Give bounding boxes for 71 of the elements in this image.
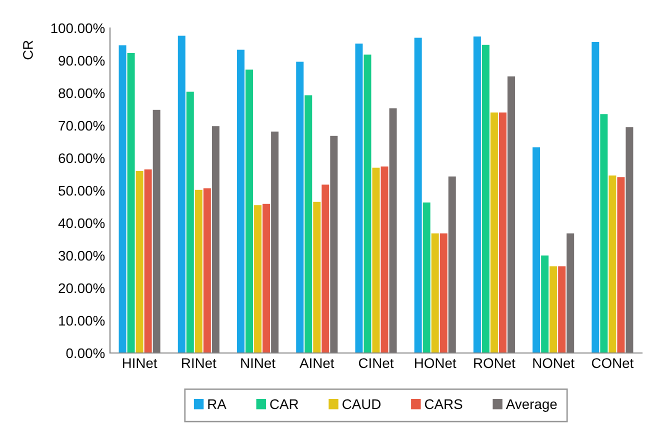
bar — [194, 190, 202, 353]
y-tick-label: 90.00% — [58, 56, 105, 66]
x-tick-label: HINet — [122, 358, 158, 368]
bar — [322, 184, 330, 353]
bar — [380, 166, 388, 353]
bar — [364, 54, 372, 353]
bar — [389, 108, 397, 353]
bar — [203, 188, 211, 353]
legend-label: CAR — [270, 399, 298, 410]
bar — [330, 136, 338, 353]
bar — [118, 45, 126, 353]
bar — [304, 95, 312, 353]
y-tick-label: 80.00% — [58, 88, 105, 98]
bar — [558, 266, 566, 353]
bar — [414, 38, 422, 353]
bar — [566, 233, 574, 353]
bar — [178, 36, 186, 353]
y-tick-label: 50.00% — [58, 186, 105, 196]
y-tick-label: 20.00% — [58, 283, 105, 294]
bar — [626, 127, 634, 353]
bar — [152, 110, 160, 353]
x-tick-label: RINet — [182, 358, 216, 368]
bar — [313, 202, 321, 353]
x-tick-label: CINet — [358, 358, 394, 368]
bar — [592, 42, 600, 353]
bar — [127, 53, 135, 353]
bar — [541, 256, 549, 353]
x-tick-label: HONet — [415, 358, 456, 368]
bar — [498, 112, 506, 353]
bar — [246, 70, 254, 353]
bar — [617, 177, 625, 353]
legend-label: RA — [208, 399, 226, 409]
bar — [490, 112, 498, 353]
y-axis-title: CR — [23, 40, 33, 60]
bar — [186, 92, 194, 353]
bar — [136, 171, 144, 353]
bar — [237, 50, 244, 353]
legend-label: CARS — [424, 399, 462, 410]
bar — [550, 266, 558, 353]
x-tick-label: AINet — [300, 358, 334, 368]
bar — [355, 44, 363, 353]
bar — [212, 126, 220, 353]
bar — [448, 176, 456, 353]
bar — [262, 204, 270, 353]
bar — [422, 202, 430, 353]
bar — [473, 36, 481, 353]
legend-label: Average — [506, 399, 557, 412]
bar — [271, 132, 279, 353]
bar — [608, 176, 616, 353]
bar — [144, 169, 152, 353]
legend-label: CAUD — [342, 399, 381, 410]
y-tick-label: 40.00% — [58, 218, 105, 228]
y-tick-label: 60.00% — [58, 153, 105, 164]
bar — [431, 233, 439, 353]
x-tick-label: RONet — [474, 358, 516, 368]
bar — [532, 147, 540, 353]
x-tick-label: CONet — [592, 358, 634, 368]
y-tick-label: 70.00% — [58, 120, 105, 131]
y-tick-label: 0.00% — [66, 348, 105, 358]
bar — [372, 168, 380, 353]
y-tick-label: 30.00% — [58, 250, 105, 261]
x-tick-label: NINet — [241, 358, 276, 368]
bar — [254, 205, 262, 353]
bar — [440, 233, 448, 353]
y-tick-label: 100.00% — [51, 23, 105, 34]
bar — [600, 114, 608, 353]
x-tick-label: NONet — [533, 358, 574, 368]
y-tick-label: 10.00% — [59, 316, 105, 326]
bar — [296, 62, 304, 353]
bar — [482, 44, 490, 353]
bar — [508, 76, 515, 353]
